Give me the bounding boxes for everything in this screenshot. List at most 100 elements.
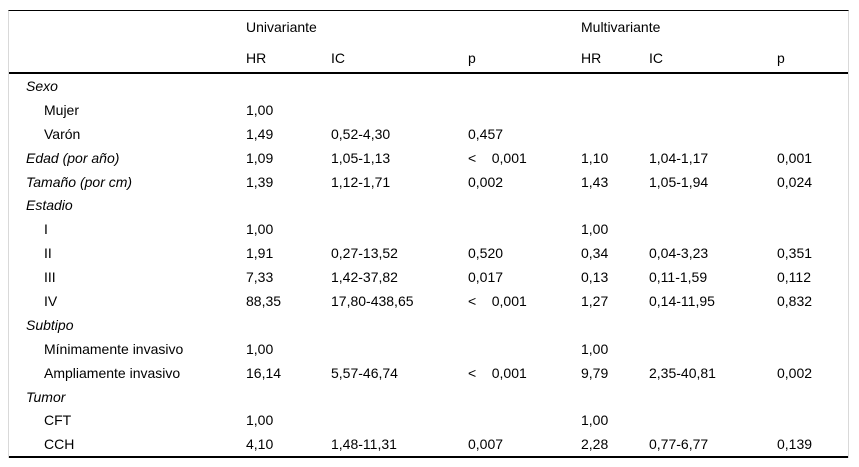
cell-uni-hr: 1,00 (246, 221, 274, 238)
cell-uni-p: 0,457 (468, 125, 504, 142)
table-row: CCH 4,10 1,48-11,31 0,007 2,28 0,77-6,77 0,139 (9, 432, 848, 456)
cell-multi-p (777, 98, 850, 122)
cell-multi-hr: 1,27 (581, 292, 609, 309)
cell-multi-ic (649, 98, 777, 122)
cell-uni-ic: 1,05-1,13 (331, 149, 391, 166)
cell-uni-hr: 7,33 (246, 269, 274, 286)
cell-multi-hr: 1,00 (581, 412, 609, 429)
cell-multi-p (777, 385, 850, 409)
cell-multi-p: 0,832 (777, 292, 813, 309)
col-header-uni-p: p (468, 49, 476, 66)
cell-multi-p: 0,112 (777, 269, 811, 286)
row-label: I (44, 221, 48, 238)
cell-multi-hr (581, 193, 649, 217)
cell-multi-hr: 0,34 (581, 245, 609, 262)
cell-multi-ic (649, 74, 777, 98)
table-row: Estadio (9, 193, 848, 217)
cell-uni-ic (331, 98, 468, 122)
row-label: Mínimamente invasivo (44, 340, 184, 357)
table-row: Edad (por año) 1,09 1,05-1,13 < 0,001 1,10 1,… (9, 146, 848, 170)
cell-uni-p (468, 408, 581, 432)
row-label: Ampliamente invasivo (44, 364, 181, 381)
row-label: Mujer (44, 101, 80, 118)
table-row: IV 88,35 17,80-438,65 < 0,001 1,27 0,14-11,95… (9, 289, 848, 313)
header-spacer (9, 11, 246, 43)
regression-results-table: Univariante Multivariante HR IC p HR IC … (8, 10, 850, 459)
cell-uni-ic (331, 193, 468, 217)
col-header-multi-p: p (777, 49, 785, 66)
table-row: Ampliamente invasivo 16,14 5,57-46,74 < 0,0… (9, 361, 848, 385)
cell-multi-ic (649, 385, 777, 409)
group-header-row: Univariante Multivariante (9, 11, 848, 43)
row-label: Estadio (26, 197, 73, 214)
cell-uni-ic (331, 408, 468, 432)
group-header-univariante: Univariante (246, 19, 317, 35)
cell-multi-p (777, 122, 850, 146)
cell-uni-hr: 1,09 (246, 149, 274, 166)
cell-multi-ic: 0,04-3,23 (649, 245, 709, 262)
cell-multi-ic: 0,14-11,95 (649, 292, 715, 309)
cell-uni-p (468, 217, 581, 241)
cell-multi-p: 0,024 (777, 173, 813, 190)
table-row: Tamaño (por cm) 1,39 1,12-1,71 0,002 1,43 1,0… (9, 170, 848, 194)
cell-uni-ic: 1,12-1,71 (331, 173, 391, 190)
cell-uni-p: < 0,001 (468, 364, 527, 381)
cell-multi-p (777, 193, 850, 217)
table-row: CFT 1,00 1,00 (9, 408, 848, 432)
cell-multi-hr: 1,00 (581, 221, 609, 238)
table-row: II 1,91 0,27-13,52 0,520 0,34 0,04-3,23 0,351 (9, 241, 848, 265)
cell-uni-p: 0,007 (468, 436, 504, 453)
cell-uni-hr: 1,00 (246, 101, 274, 118)
cell-multi-ic: 0,11-1,59 (649, 269, 708, 286)
cell-uni-hr (246, 193, 331, 217)
sub-header-row: HR IC p HR IC p (9, 43, 848, 72)
cell-uni-ic (331, 74, 468, 98)
table-row: Mínimamente invasivo 1,00 1,00 (9, 337, 848, 361)
row-label: Tumor (26, 388, 66, 405)
cell-multi-ic: 1,05-1,94 (649, 173, 709, 190)
cell-multi-p (777, 337, 850, 361)
cell-multi-hr: 1,10 (581, 149, 609, 166)
cell-multi-p (777, 217, 850, 241)
cell-uni-hr (246, 74, 331, 98)
cell-multi-p: 0,001 (777, 149, 813, 166)
table-header: Univariante Multivariante HR IC p HR IC … (9, 11, 848, 74)
cell-multi-p: 0,002 (777, 364, 813, 381)
cell-multi-ic (649, 193, 777, 217)
cell-uni-p (468, 385, 581, 409)
cell-multi-hr (581, 98, 649, 122)
cell-uni-p (468, 74, 581, 98)
cell-multi-p (777, 74, 850, 98)
cell-uni-p: 0,002 (468, 173, 504, 190)
row-label: Sexo (26, 77, 58, 94)
cell-uni-hr: 4,10 (246, 436, 274, 453)
cell-multi-hr: 1,43 (581, 173, 609, 190)
cell-uni-ic: 0,52-4,30 (331, 125, 391, 142)
cell-multi-p: 0,139 (777, 436, 813, 453)
cell-uni-ic: 1,42-37,82 (331, 269, 398, 286)
cell-uni-p: < 0,001 (468, 292, 527, 309)
col-header-multi-hr: HR (581, 49, 602, 66)
col-header-uni-hr: HR (246, 49, 267, 66)
table-row: Varón 1,49 0,52-4,30 0,457 (9, 122, 848, 146)
row-label: Tamaño (por cm) (26, 173, 133, 190)
cell-multi-hr (581, 74, 649, 98)
cell-uni-hr (246, 385, 331, 409)
cell-uni-ic: 5,57-46,74 (331, 364, 398, 381)
cell-multi-ic (649, 122, 777, 146)
table-row: Sexo (9, 74, 848, 98)
cell-uni-ic (331, 217, 468, 241)
cell-multi-hr: 1,00 (581, 340, 609, 357)
table-row: Subtipo (9, 313, 848, 337)
table-row: Mujer 1,00 (9, 98, 848, 122)
cell-uni-ic: 0,27-13,52 (331, 245, 398, 262)
cell-multi-ic: 0,77-6,77 (649, 436, 709, 453)
cell-uni-hr: 1,49 (246, 125, 274, 142)
cell-multi-hr (581, 385, 649, 409)
cell-multi-hr: 0,13 (581, 269, 609, 286)
cell-uni-p (468, 313, 581, 337)
cell-uni-ic (331, 313, 468, 337)
cell-multi-ic (649, 217, 777, 241)
cell-multi-p (777, 313, 850, 337)
cell-multi-ic (649, 408, 777, 432)
